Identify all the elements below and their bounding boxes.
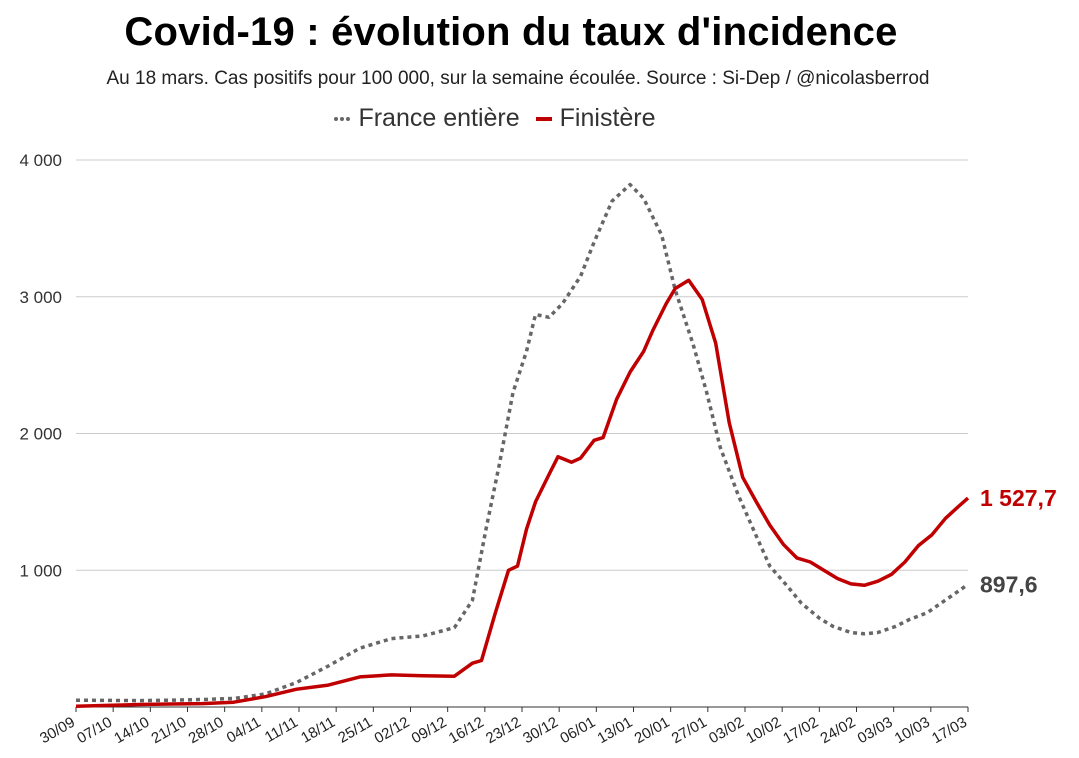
legend-swatch-dotted-icon xyxy=(334,116,351,121)
y-axis: 1 000 2 000 3 000 4 000 xyxy=(19,151,62,580)
x-tick-label: 17/02 xyxy=(780,714,821,747)
x-tick-label: 14/10 xyxy=(111,714,152,747)
x-tick-label: 20/01 xyxy=(632,714,673,747)
x-tick-label: 10/02 xyxy=(743,714,784,747)
legend-label-finistere: Finistère xyxy=(559,104,656,132)
end-labels: 897,6 1 527,7 xyxy=(980,485,1057,597)
x-tick-label: 27/01 xyxy=(669,714,710,747)
end-label-finistere: 1 527,7 xyxy=(980,485,1057,511)
x-tick-label: 02/12 xyxy=(371,714,412,747)
y-tick-label: 3 000 xyxy=(19,288,62,307)
x-tick-label: 30/09 xyxy=(37,714,78,747)
x-tick-label: 10/03 xyxy=(892,714,933,747)
x-tick-label: 25/11 xyxy=(335,714,375,747)
y-tick-label: 1 000 xyxy=(19,561,62,580)
x-tick-label: 11/11 xyxy=(262,714,301,746)
chart-subtitle: Au 18 mars. Cas positifs pour 100 000, s… xyxy=(106,68,930,89)
series-line-finistere xyxy=(75,278,970,709)
x-tick-label: 21/10 xyxy=(148,714,189,747)
x-tick-label: 09/12 xyxy=(409,714,450,747)
legend-swatch-solid-icon xyxy=(535,116,552,121)
x-tick-label: 23/12 xyxy=(483,714,524,747)
legend-item-france: France entière xyxy=(334,104,520,133)
x-tick-label: 28/10 xyxy=(186,714,227,747)
x-tick-label: 04/11 xyxy=(224,714,264,747)
x-tick-label: 18/11 xyxy=(298,714,338,747)
x-tick-label: 24/02 xyxy=(817,714,858,747)
x-tick-label: 13/01 xyxy=(594,714,635,747)
legend-item-finistere: Finistère xyxy=(535,104,656,133)
x-tick-label: 16/12 xyxy=(446,714,487,747)
series-line-france xyxy=(75,182,970,703)
chart-title: Covid-19 : évolution du taux d'incidence xyxy=(124,10,898,54)
chart-legend: France entière Finistère xyxy=(0,104,990,133)
series-lines xyxy=(75,182,970,709)
x-tick-label: 07/10 xyxy=(74,714,115,747)
legend-label-france: France entière xyxy=(358,104,520,132)
y-tick-label: 2 000 xyxy=(19,425,62,444)
y-tick-label: 4 000 xyxy=(19,151,62,170)
x-tick-label: 17/03 xyxy=(929,714,970,747)
x-tick-label: 03/02 xyxy=(706,714,747,747)
x-tick-label: 06/01 xyxy=(557,714,598,747)
x-axis: 30/0907/1014/1021/1028/1004/1111/1118/11… xyxy=(37,707,970,747)
x-tick-label: 03/03 xyxy=(855,714,896,747)
end-label-france: 897,6 xyxy=(980,571,1038,597)
x-tick-label: 30/12 xyxy=(520,714,561,747)
